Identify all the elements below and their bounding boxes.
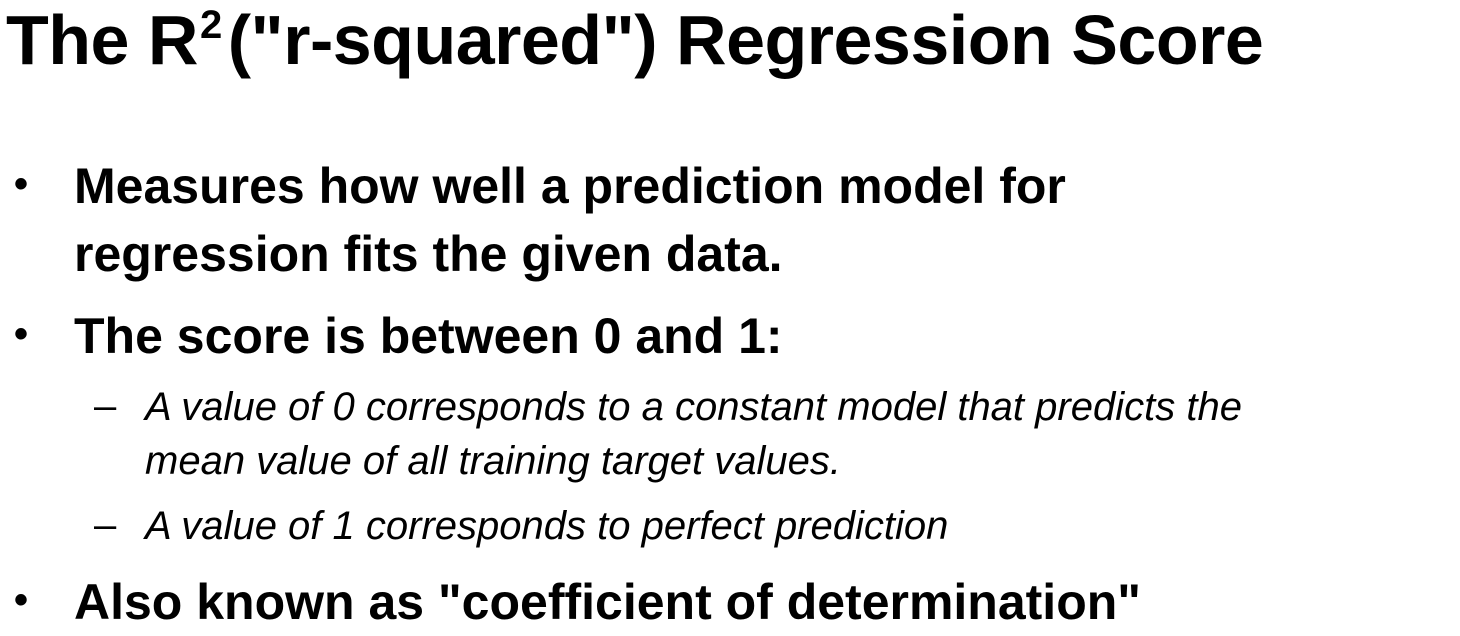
slide-title: The R2("r-squared") Regression Score xyxy=(6,0,1264,91)
bullet-line: The score is between 0 and 1: xyxy=(74,308,783,364)
bullet-text: Also known as "coefficient of determinat… xyxy=(74,568,1141,636)
bullet-text: The score is between 0 and 1: xyxy=(74,302,783,370)
bullet-line: Measures how well a prediction model for xyxy=(74,158,1066,214)
title-superscript: 2 xyxy=(199,3,222,47)
bullet-line: Also known as "coefficient of determinat… xyxy=(74,574,1141,630)
bullet-line: regression fits the given data. xyxy=(74,226,783,282)
title-prefix: The R xyxy=(6,1,198,79)
title-suffix: ("r-squared") Regression Score xyxy=(227,1,1264,79)
bullet-marker: • xyxy=(14,578,29,622)
sub-bullet-text: A value of 0 corresponds to a constant m… xyxy=(145,380,1242,488)
sub-bullet-line: A value of 0 corresponds to a constant m… xyxy=(145,385,1242,429)
sub-bullet-line: mean value of all training target values… xyxy=(145,439,841,483)
sub-bullet-marker: – xyxy=(94,503,117,547)
bullet-marker: • xyxy=(14,162,29,206)
bullet-marker: • xyxy=(14,312,29,356)
sub-bullet-line: A value of 1 corresponds to perfect pred… xyxy=(145,504,949,548)
sub-bullet-text: A value of 1 corresponds to perfect pred… xyxy=(145,499,948,553)
sub-bullet-marker: – xyxy=(94,384,117,428)
bullet-text: Measures how well a prediction model for… xyxy=(74,152,1066,288)
